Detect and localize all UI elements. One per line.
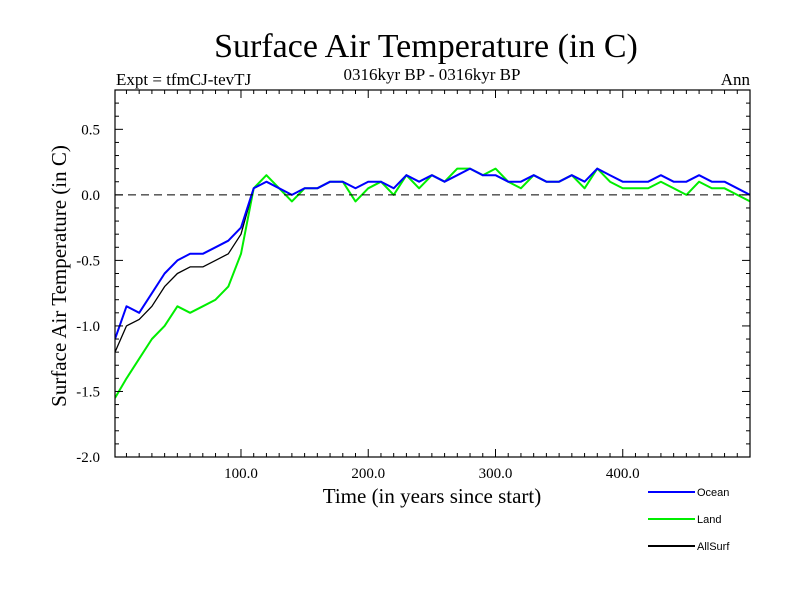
axes [114, 89, 751, 458]
y-tick-label: -2.0 [76, 450, 100, 466]
y-tick-label: -1.5 [76, 384, 100, 400]
chart-title: Surface Air Temperature (in C) [214, 28, 638, 65]
x-tick-label: 200.0 [351, 466, 385, 482]
y-axis-label: Surface Air Temperature (in C) [47, 145, 71, 407]
legend-label-land: Land [697, 514, 721, 526]
period-label: 0316kyr BP - 0316kyr BP [344, 65, 521, 84]
x-axis-label: Time (in years since start) [323, 484, 542, 508]
y-tick-label: 0.5 [81, 122, 100, 138]
series-line-allsurf [115, 167, 750, 353]
experiment-label: Expt = tfmCJ-tevTJ [116, 70, 252, 89]
legend: Ocean Land AllSurf [648, 487, 730, 553]
x-tick-label: 100.0 [224, 466, 258, 482]
y-tick-label: 0.0 [81, 188, 100, 204]
series-line-land [115, 167, 750, 399]
x-tick-label: 300.0 [479, 466, 513, 482]
series-layer [115, 167, 750, 399]
tick-labels: 100.0 200.0 300.0 400.0 -2.0 -1.5 -1.0 -0.5 0.0 0… [76, 122, 639, 482]
season-label: Ann [721, 70, 751, 89]
y-tick-label: -0.5 [76, 253, 100, 269]
legend-label-ocean: Ocean [697, 487, 729, 499]
y-tick-label: -1.0 [76, 319, 100, 335]
legend-label-allsurf: AllSurf [697, 541, 730, 553]
series-line-ocean [115, 167, 750, 340]
plot-frame [114, 89, 751, 458]
x-tick-label: 400.0 [606, 466, 640, 482]
